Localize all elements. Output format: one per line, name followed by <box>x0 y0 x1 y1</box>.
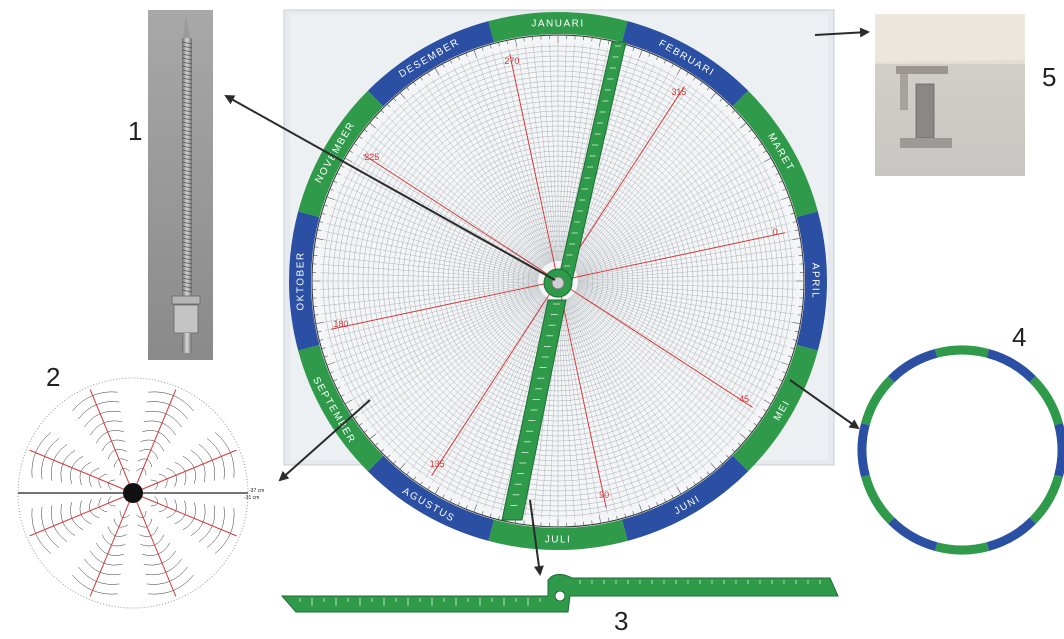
month-label: JANUARI <box>531 19 584 30</box>
arrow-to-dial-face <box>278 399 371 482</box>
degree-label: 225 <box>364 152 379 162</box>
ring-segment <box>986 517 1036 551</box>
dial-face-graphic: -37 cm -31 cm <box>17 377 264 609</box>
degree-line <box>330 280 559 330</box>
month-segment <box>298 90 384 218</box>
part-label-1: 1 <box>128 116 142 146</box>
assembled-sundial-photo: JANUARIFEBRUARIMARETAPRILMEIJUNIJULIAGUS… <box>283 9 835 550</box>
bolt-photo <box>148 10 213 360</box>
month-segment <box>732 90 818 218</box>
ring-segment <box>861 376 895 426</box>
arrow-to-ruler <box>529 499 544 576</box>
ring-segment <box>861 474 895 524</box>
degree-line <box>557 232 786 282</box>
scale-label-1: -37 cm <box>249 488 264 494</box>
ring-segment <box>986 349 1036 383</box>
month-segment <box>732 344 818 472</box>
month-segment <box>289 211 320 351</box>
ring-segment <box>857 422 870 478</box>
month-label: JULI <box>545 535 572 546</box>
arrow-to-ring <box>789 379 860 430</box>
degree-label: 315 <box>671 87 686 97</box>
ring-segment <box>934 542 990 555</box>
degree-label: 270 <box>504 56 519 66</box>
arrow-to-bolt <box>224 95 556 281</box>
month-ring-standalone <box>857 345 1064 555</box>
degree-line <box>557 280 753 408</box>
month-segment <box>621 455 749 541</box>
scale-label-2: -31 cm <box>244 495 259 501</box>
month-segment <box>488 519 628 550</box>
degree-label: 0 <box>773 227 778 237</box>
degree-line <box>509 53 559 282</box>
ring-segment <box>1029 376 1063 426</box>
ring-segment <box>1054 422 1064 478</box>
ring-segment <box>1029 474 1063 524</box>
degree-line <box>557 280 607 509</box>
degree-label: 45 <box>739 394 749 404</box>
ring-segment <box>934 345 990 358</box>
part-label-5: 5 <box>1042 62 1056 92</box>
month-segment <box>796 211 827 351</box>
ring-segment <box>888 349 938 383</box>
degree-label: 135 <box>430 459 445 469</box>
month-segment <box>367 21 495 107</box>
month-segment <box>367 455 495 541</box>
degree-label: 180 <box>333 319 348 329</box>
month-segment <box>621 21 749 107</box>
degree-label: 90 <box>599 490 609 500</box>
pointer-arrows <box>224 27 870 576</box>
month-label: OKTOBER <box>296 251 307 310</box>
part-label-4: 4 <box>1012 322 1026 352</box>
month-segment <box>298 344 384 472</box>
month-segment <box>488 12 628 43</box>
part-label-3: 3 <box>614 606 628 636</box>
gnomon-ruler <box>280 574 839 613</box>
degree-line <box>363 154 559 282</box>
part-label-2: 2 <box>46 362 60 392</box>
clamp-photo <box>875 14 1025 176</box>
degree-line <box>431 280 559 476</box>
arrow-to-clamp <box>814 27 870 38</box>
month-label: APRIL <box>810 263 821 299</box>
ring-segment <box>888 517 938 551</box>
